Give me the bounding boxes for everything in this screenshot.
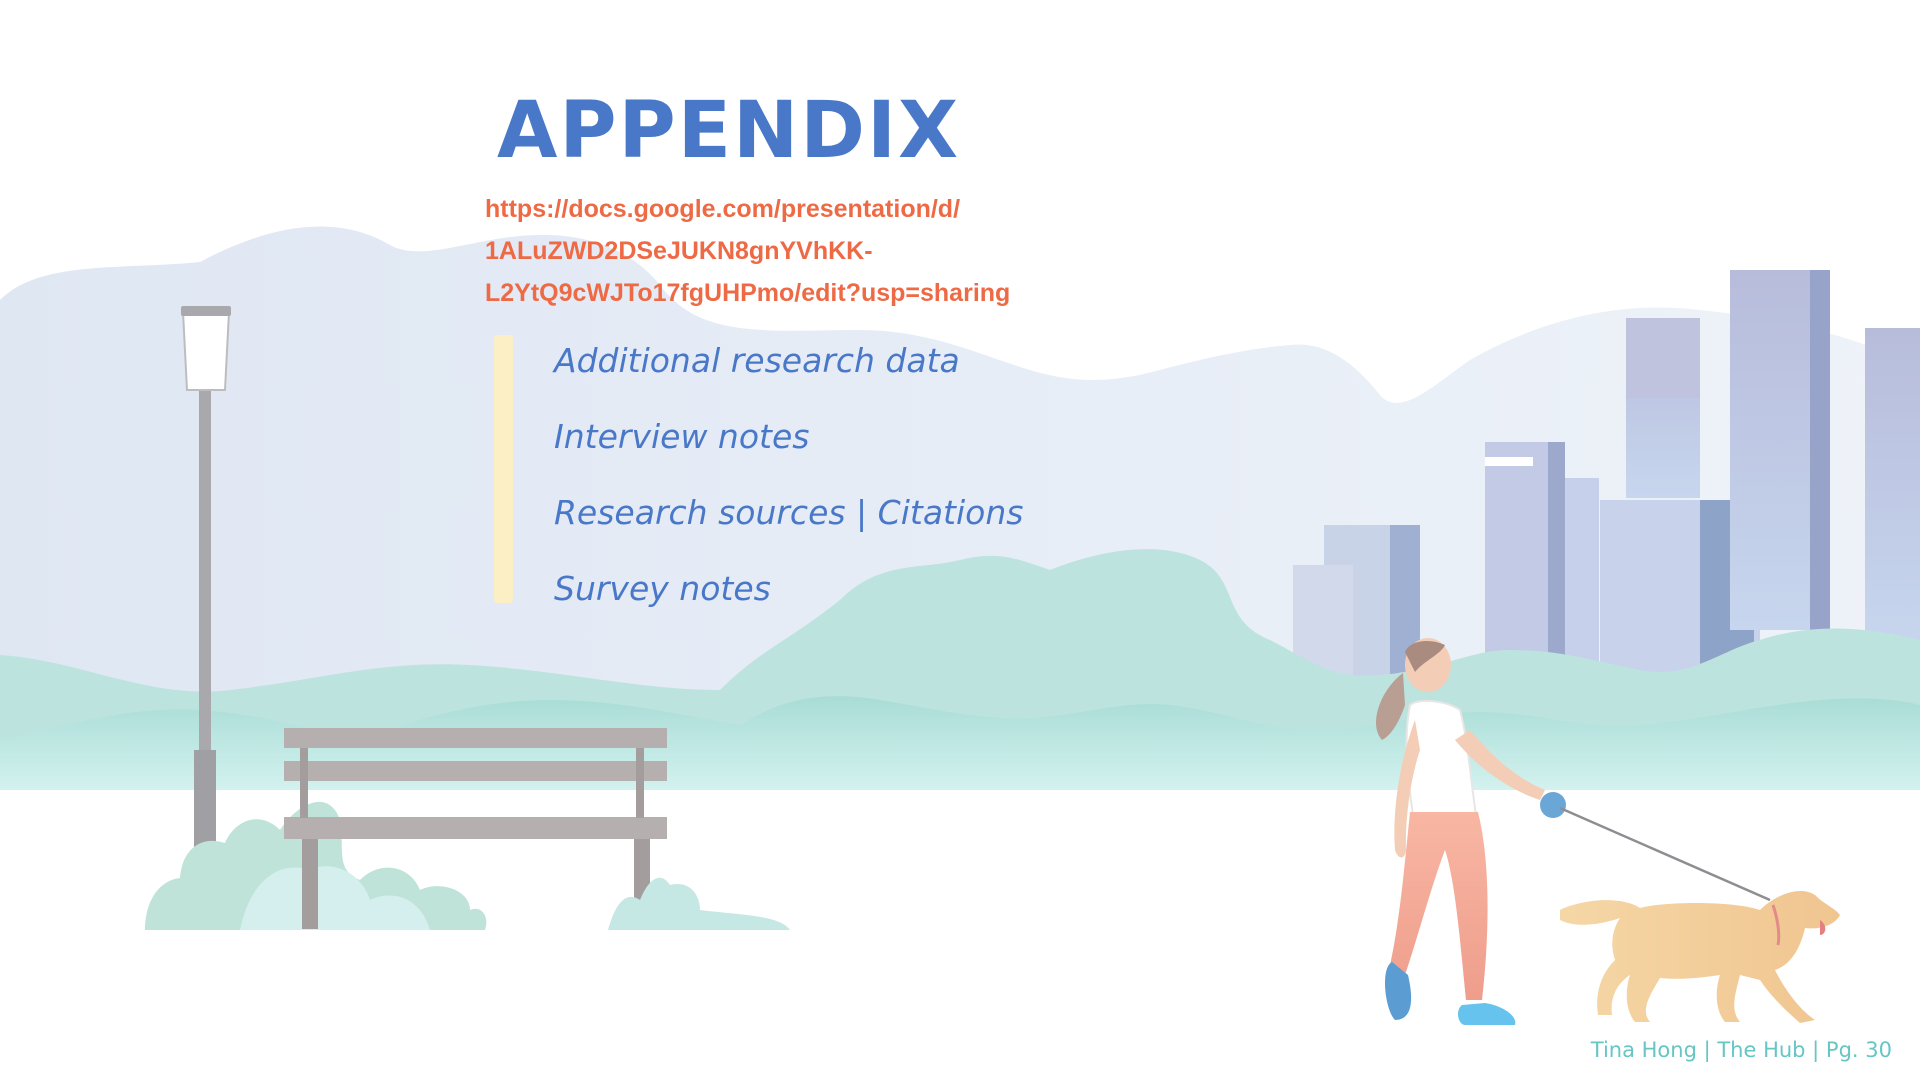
bush-right [608,877,790,930]
dog-on-leash [1560,890,1840,1023]
list-item: Interview notes [554,417,810,456]
list-item: Survey notes [554,569,771,608]
leash [1559,806,1771,902]
accent-bar [494,335,513,603]
woman-walking [1376,638,1566,1025]
presentation-link[interactable]: https://docs.google.com/presentation/d/ … [485,188,1105,314]
link-line[interactable]: https://docs.google.com/presentation/d/ [485,195,961,223]
link-line[interactable]: L2YtQ9cWJTo17fgUHPmo/edit?usp=sharing [485,279,1011,307]
list-item: Additional research data [554,341,960,380]
link-line[interactable]: 1ALuZWD2DSeJUKN8gnYVhKK- [485,237,873,265]
street-lamp [181,306,231,850]
list-item: Research sources | Citations [554,493,1024,532]
park-bench [284,728,667,929]
slide-title: APPENDIX [497,86,961,176]
appendix-list: Additional research data Interview notes… [554,334,1023,638]
page-footer: Tina Hong | The Hub | Pg. 30 [1590,1038,1892,1062]
